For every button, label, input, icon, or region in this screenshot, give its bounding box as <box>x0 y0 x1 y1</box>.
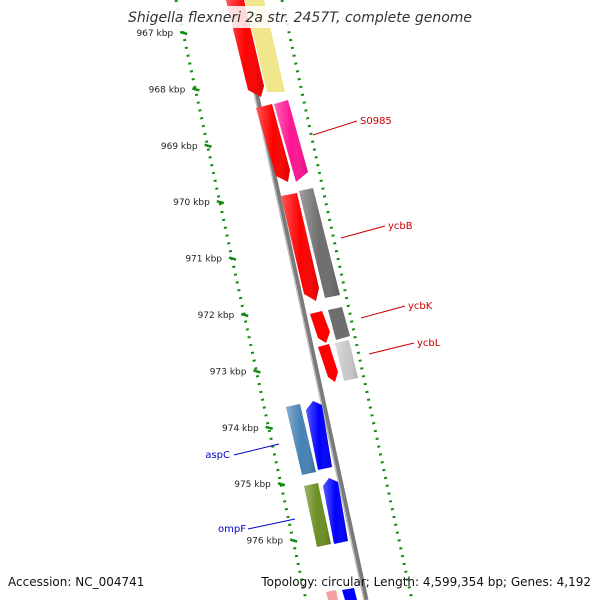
gene-arrow-bottom-pink[interactable] <box>326 590 338 600</box>
major-tick-mark <box>192 87 200 92</box>
major-tick-mark <box>179 30 188 36</box>
gene-label-s0985[interactable]: S0985 <box>360 116 392 127</box>
tick-labels: 967 kbp 968 kbp 969 kbp 970 kbp 971 kbp 972 k… <box>136 29 283 547</box>
gene-label-aspc[interactable]: aspC <box>205 450 230 461</box>
tick-label: 970 kbp <box>173 198 210 208</box>
tick-label: 975 kbp <box>234 480 271 490</box>
gene-label-ompf[interactable]: ompF <box>218 524 246 535</box>
tick-label: 967 kbp <box>136 29 173 39</box>
title-backdrop <box>120 6 480 28</box>
major-tick-mark <box>253 369 261 374</box>
tick-label: 976 kbp <box>246 537 283 547</box>
accession-text: Accession: NC_004741 <box>8 575 144 589</box>
gene-label-leaders <box>233 120 415 530</box>
genome-backbone <box>233 0 369 600</box>
tick-label: 968 kbp <box>149 85 186 95</box>
gene-labels: S0985 ycbB ycbK ycbL aspC ompF <box>205 116 440 535</box>
gene-arrow-red-4[interactable] <box>310 311 330 343</box>
genome-summary-text: Topology: circular; Length: 4,599,354 bp… <box>260 575 591 589</box>
gene-arrow-ycbk[interactable] <box>328 307 350 340</box>
gene-label-ycbb[interactable]: ycbB <box>388 221 413 232</box>
major-tick-mark <box>289 538 298 543</box>
major-tick-mark <box>216 199 225 205</box>
gene-arrow-red-5[interactable] <box>318 344 338 382</box>
tick-label: 973 kbp <box>210 367 247 377</box>
tick-label: 971 kbp <box>185 255 222 265</box>
gene-features <box>226 0 358 600</box>
tick-label: 974 kbp <box>222 424 259 434</box>
major-tick-mark <box>228 256 237 261</box>
major-tick-marks <box>179 30 298 543</box>
map-title: Shigella flexneri 2a str. 2457T, complet… <box>128 10 472 26</box>
gene-label-ycbk[interactable]: ycbK <box>408 301 433 312</box>
gene-label-ycbl[interactable]: ycbL <box>417 338 441 349</box>
gene-arrow-bottom-blue[interactable] <box>342 588 357 600</box>
major-tick-mark <box>240 312 249 318</box>
major-tick-mark <box>204 143 212 149</box>
major-tick-mark <box>265 425 274 431</box>
tick-label: 969 kbp <box>161 142 198 152</box>
tick-label: 972 kbp <box>198 311 235 321</box>
major-tick-mark <box>277 481 286 487</box>
